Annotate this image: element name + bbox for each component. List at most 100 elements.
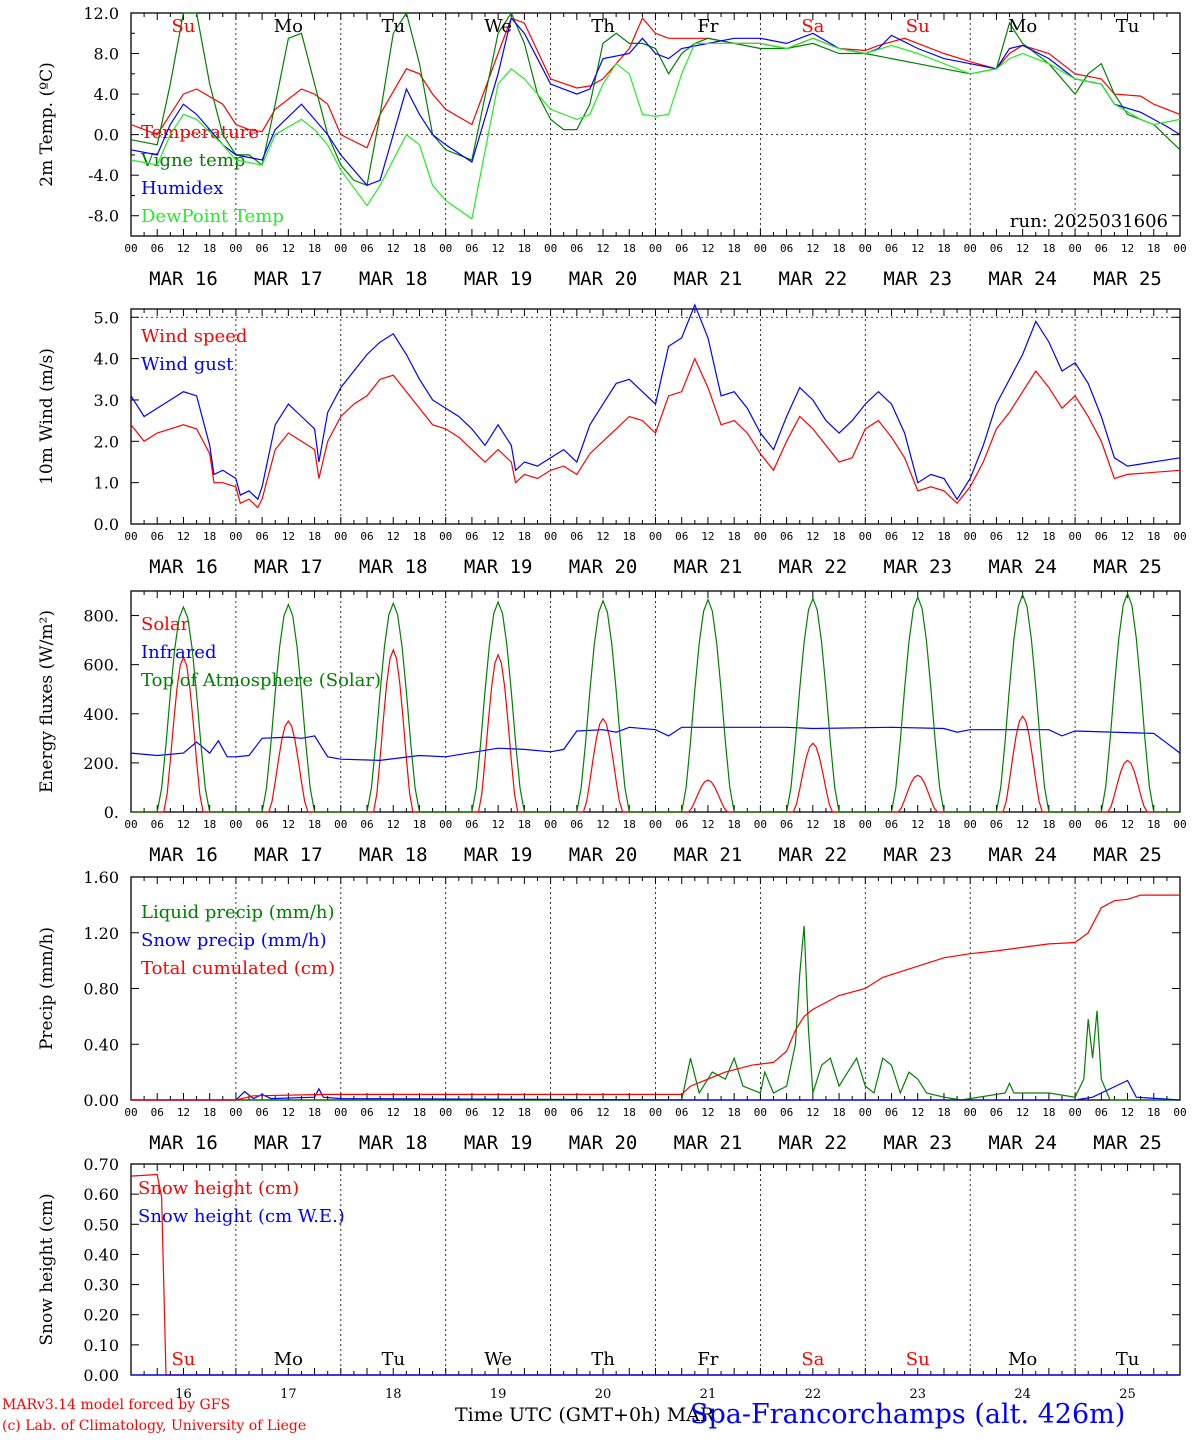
hour-tick-label: 06 <box>151 1106 164 1119</box>
hour-tick-label: 12 <box>387 818 400 831</box>
day-name-label: Fr <box>697 16 718 37</box>
hour-tick-label: 00 <box>229 818 242 831</box>
legend-entry: Vigne temp <box>140 150 245 171</box>
hour-tick-label: 00 <box>124 530 137 543</box>
date-label: MAR 22 <box>779 556 848 578</box>
hour-tick-label: 18 <box>937 242 950 255</box>
y-tick-label: 5.0 <box>94 308 119 327</box>
day-name-label: Su <box>906 1349 930 1370</box>
hour-tick-label: 00 <box>754 530 767 543</box>
day-name-label: Tu <box>1116 1349 1140 1370</box>
date-label: MAR 21 <box>674 1132 743 1154</box>
hour-tick-label: 18 <box>728 1106 741 1119</box>
hour-tick-label: 06 <box>1095 242 1108 255</box>
date-label: MAR 20 <box>569 844 638 866</box>
hour-tick-label: 18 <box>413 1106 426 1119</box>
hour-tick-label: 00 <box>229 530 242 543</box>
legend-entry: Snow height (cm) <box>138 1178 299 1199</box>
hour-tick-label: 12 <box>387 1106 400 1119</box>
y-axis-label: Snow height (cm) <box>37 1193 57 1345</box>
hour-tick-label: 18 <box>832 1106 845 1119</box>
hour-tick-label: 00 <box>859 242 872 255</box>
hour-tick-label: 12 <box>701 530 714 543</box>
date-label: MAR 25 <box>1093 1132 1162 1154</box>
panel-energy: 800. 600. 400. 200. 0. Energy fluxes (W/m²) So… <box>37 590 1187 866</box>
hour-tick-label: 12 <box>1016 818 1029 831</box>
hour-tick-label: 06 <box>465 818 478 831</box>
legend-entry: Temperature <box>141 122 259 143</box>
hour-tick-label: 18 <box>308 242 321 255</box>
hour-tick-label: 06 <box>151 818 164 831</box>
hour-tick-label: 06 <box>1095 530 1108 543</box>
y-axis-label: 2m Temp. (ºC) <box>37 62 57 187</box>
series-line-wind-gust <box>130 303 1181 501</box>
date-label: MAR 16 <box>149 1132 218 1154</box>
hour-tick-label: 12 <box>596 818 609 831</box>
hour-tick-label: 12 <box>911 242 924 255</box>
legend-entry: Snow precip (mm/h) <box>141 930 327 951</box>
hour-tick-label: 12 <box>1121 818 1134 831</box>
hour-tick-label: 00 <box>334 242 347 255</box>
hour-tick-label: 06 <box>360 242 373 255</box>
day-number-label: 24 <box>1014 1387 1031 1402</box>
hour-tick-label: 00 <box>649 242 662 255</box>
hour-tick-label: 18 <box>832 242 845 255</box>
hour-tick-label: 00 <box>229 242 242 255</box>
hour-tick-label: 18 <box>518 242 531 255</box>
date-label: MAR 25 <box>1093 268 1162 290</box>
series-line-infrared <box>130 726 1181 762</box>
date-label: MAR 23 <box>883 1132 952 1154</box>
date-label: MAR 25 <box>1093 844 1162 866</box>
hour-tick-label: 18 <box>728 530 741 543</box>
y-tick-label: 0.50 <box>83 1215 119 1234</box>
hour-tick-label: 18 <box>728 242 741 255</box>
hour-tick-label: 00 <box>964 818 977 831</box>
hour-tick-label: 06 <box>885 818 898 831</box>
hour-tick-label: 12 <box>282 530 295 543</box>
date-label: MAR 18 <box>359 844 428 866</box>
day-number-label: 20 <box>595 1387 612 1402</box>
day-name-label: Mo <box>1008 1349 1037 1370</box>
hour-tick-label: 06 <box>885 530 898 543</box>
date-label: MAR 20 <box>569 268 638 290</box>
day-name-label: Sa <box>801 1349 824 1370</box>
y-tick-label: 0.60 <box>83 1185 119 1204</box>
legend-entry: Top of Atmosphere (Solar) <box>141 670 381 691</box>
hour-tick-label: 06 <box>256 1106 269 1119</box>
panel-wind: 5.0 4.0 3.0 2.0 1.0 0.0 10m Wind (m/s) Wind spe… <box>37 303 1187 578</box>
hour-tick-label: 06 <box>360 530 373 543</box>
legend-entry: Total cumulated (cm) <box>141 958 335 979</box>
y-tick-label: 0.10 <box>83 1336 119 1355</box>
hour-tick-label: 12 <box>492 242 505 255</box>
day-number-label: 16 <box>175 1387 192 1402</box>
hour-tick-label: 06 <box>990 242 1003 255</box>
y-tick-label: 4.0 <box>94 350 119 369</box>
hour-tick-label: 12 <box>492 530 505 543</box>
hour-tick-label: 18 <box>203 530 216 543</box>
legend-entry: Wind gust <box>141 354 234 375</box>
y-tick-label: 0.40 <box>83 1035 119 1054</box>
hour-tick-label: 00 <box>439 530 452 543</box>
hour-tick-label: 06 <box>570 1106 583 1119</box>
hour-tick-label: 00 <box>229 1106 242 1119</box>
hour-tick-label: 12 <box>1016 530 1029 543</box>
hour-tick-label: 06 <box>465 1106 478 1119</box>
date-label: MAR 24 <box>988 1132 1057 1154</box>
hour-tick-label: 18 <box>518 818 531 831</box>
hour-tick-label: 06 <box>885 242 898 255</box>
hour-tick-label: 00 <box>1173 530 1186 543</box>
panel-frame <box>130 308 1181 525</box>
hour-tick-label: 18 <box>1147 242 1160 255</box>
hour-tick-label: 12 <box>492 818 505 831</box>
date-label: MAR 18 <box>359 1132 428 1154</box>
y-tick-label: 12.0 <box>83 4 119 23</box>
hour-tick-label: 06 <box>780 242 793 255</box>
date-label: MAR 23 <box>883 268 952 290</box>
hour-tick-label: 06 <box>570 818 583 831</box>
hour-tick-label: 12 <box>282 242 295 255</box>
date-label: MAR 23 <box>883 844 952 866</box>
hour-tick-label: 12 <box>911 818 924 831</box>
date-label: MAR 21 <box>674 556 743 578</box>
hour-tick-label: 18 <box>308 1106 321 1119</box>
hour-tick-label: 18 <box>623 1106 636 1119</box>
